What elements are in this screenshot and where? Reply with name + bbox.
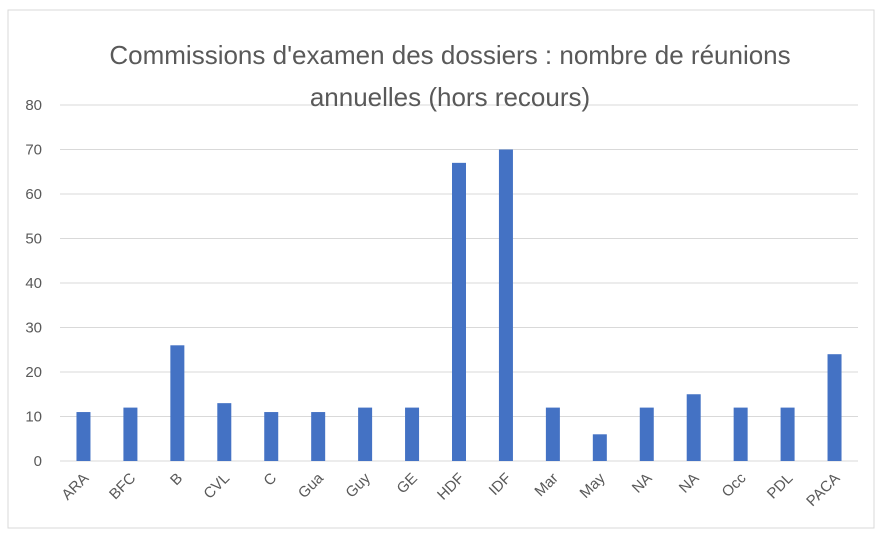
y-tick-label: 30 bbox=[25, 320, 42, 337]
y-tick-label: 80 bbox=[25, 97, 42, 114]
bar bbox=[780, 407, 795, 461]
y-tick-label: 50 bbox=[25, 231, 42, 248]
chart-title: Commissions d'examen des dossiers : nomb… bbox=[109, 40, 791, 112]
bar bbox=[827, 354, 842, 461]
bar bbox=[592, 434, 607, 461]
bar bbox=[545, 407, 560, 461]
bar bbox=[311, 412, 326, 461]
bar bbox=[405, 407, 420, 461]
bar bbox=[217, 403, 232, 461]
bar bbox=[123, 407, 138, 461]
bar bbox=[498, 149, 513, 461]
y-tick-label: 70 bbox=[25, 142, 42, 159]
bar bbox=[639, 407, 654, 461]
y-tick-label: 0 bbox=[34, 453, 42, 470]
bar bbox=[170, 345, 185, 461]
y-tick-label: 10 bbox=[25, 409, 42, 426]
bar bbox=[264, 412, 279, 461]
bar bbox=[358, 407, 373, 461]
y-tick-label: 40 bbox=[25, 275, 42, 292]
bar bbox=[452, 162, 466, 461]
y-tick-label: 20 bbox=[25, 364, 42, 381]
y-tick-label: 60 bbox=[25, 186, 42, 203]
bar bbox=[733, 407, 748, 461]
bar bbox=[76, 412, 91, 461]
chart-border bbox=[7, 9, 875, 529]
bar bbox=[686, 394, 701, 461]
